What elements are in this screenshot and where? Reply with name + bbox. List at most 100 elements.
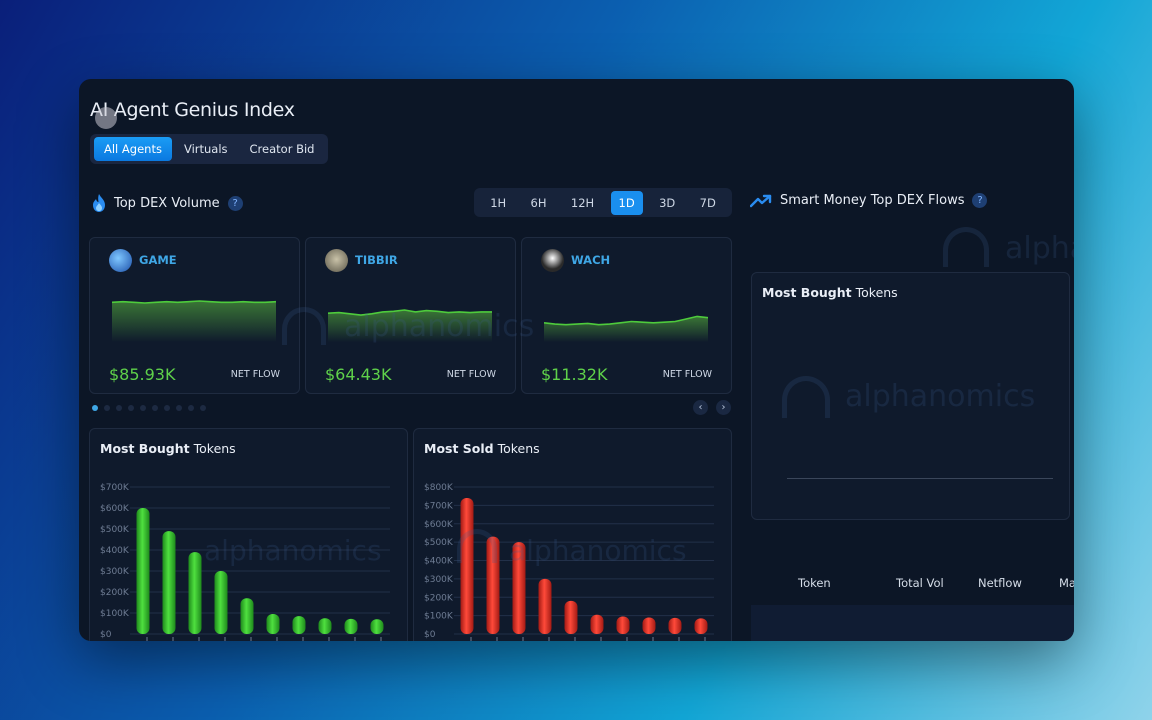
panel-title: Most Bought Tokens (100, 441, 236, 456)
bar (538, 578, 552, 634)
y-tick-label: $700K (424, 501, 454, 511)
app-window: AI Agent Genius Index All Agents Virtual… (79, 79, 1074, 641)
y-tick-label: $200K (100, 588, 130, 598)
agent-tabs: All Agents Virtuals Creator Bid (90, 134, 329, 164)
y-tick-label: $400K (424, 557, 454, 567)
netflow-value: $11.32K (541, 365, 608, 384)
carousel-dot[interactable] (104, 405, 110, 411)
panel-title-bold: Most Sold (424, 441, 494, 456)
carousel-dot[interactable] (128, 405, 134, 411)
token-name: TIBBIR (355, 253, 398, 267)
token-avatar (325, 249, 348, 272)
panel-title-bold: Most Bought (100, 441, 190, 456)
timeframe-7d[interactable]: 7D (699, 195, 716, 210)
sparkline-area (112, 301, 276, 342)
timeframe-3d[interactable]: 3D (659, 195, 676, 210)
smart-money-most-bought-panel: Most Bought Tokens alphanomics (751, 272, 1070, 520)
y-tick-label: $400K (100, 546, 130, 556)
help-icon[interactable]: ? (972, 193, 988, 208)
carousel-dot[interactable] (152, 405, 158, 411)
bar (564, 600, 578, 634)
most-sold-chart: $0 $100K $200K $300K $400K $500K $600K $700K $80… (424, 483, 714, 641)
carousel-dot[interactable] (140, 405, 146, 411)
netflow-sparkline (544, 315, 708, 342)
y-tick-label: $500K (100, 525, 130, 535)
y-tick-label: $300K (100, 567, 130, 577)
token-card[interactable]: TIBBIR $64.43K NET FLOW (305, 237, 516, 394)
y-tick-label: $100K (100, 609, 130, 619)
help-icon[interactable]: ? (227, 195, 243, 211)
y-tick-label: $0 (100, 630, 112, 640)
carousel-dot[interactable] (200, 405, 206, 411)
netflow-label: NET FLOW (662, 369, 712, 380)
bar (240, 598, 254, 634)
netflow-value: $85.93K (109, 365, 176, 384)
y-tick-label: $500K (424, 538, 454, 548)
token-card[interactable]: WACH $11.32K NET FLOW (521, 237, 732, 394)
token-avatar (541, 249, 564, 272)
column-ma[interactable]: Ma (1059, 576, 1074, 590)
most-sold-panel: Most Sold Tokens $0 $100K $200K $300K $400K $… (413, 428, 732, 641)
timeframe-1h[interactable]: 1H (490, 195, 507, 210)
bar (668, 617, 682, 634)
most-bought-chart: $0 $100K $200K $300K $400K $500K $600K $700K (100, 483, 390, 641)
bar (642, 617, 656, 634)
y-tick-label: $100K (424, 612, 454, 622)
timeframe-12h[interactable]: 12H (570, 195, 595, 210)
token-card[interactable]: GAME $85.93K NET FLOW (89, 237, 300, 394)
top-dex-volume-header: Top DEX Volume ? (92, 193, 243, 213)
section-title: Top DEX Volume (114, 195, 220, 211)
mouse-cursor (95, 107, 117, 129)
table-row[interactable] (751, 605, 1074, 641)
most-bought-panel: Most Bought Tokens $0 $100K $200K $300K $400… (89, 428, 408, 641)
carousel-dot[interactable] (116, 405, 122, 411)
tab-all-agents[interactable]: All Agents (94, 137, 172, 161)
carousel-dot[interactable] (92, 405, 98, 411)
y-tick-label: $300K (424, 575, 454, 585)
sparkline-line (112, 300, 276, 304)
panel-title-light: Tokens (189, 441, 236, 456)
carousel-dot[interactable] (176, 405, 182, 411)
netflow-sparkline (112, 300, 276, 342)
netflow-value: $64.43K (325, 365, 392, 384)
y-tick-label: $0 (424, 630, 436, 640)
table-header: Token Total Vol Netflow Ma (751, 576, 1074, 596)
sparkline-line (328, 309, 492, 316)
watermark-logo (943, 227, 989, 267)
flame-icon (93, 194, 105, 212)
tab-virtuals[interactable]: Virtuals (183, 142, 228, 156)
bar (188, 552, 202, 634)
bar (292, 616, 306, 634)
column-token[interactable]: Token (798, 576, 831, 590)
watermark-logo (282, 307, 326, 345)
netflow-label: NET FLOW (230, 369, 280, 380)
watermark-logo (457, 529, 497, 563)
bar (344, 618, 358, 634)
y-tick-label: $200K (424, 593, 454, 603)
carousel-dot[interactable] (164, 405, 170, 411)
netflow-label: NET FLOW (446, 369, 496, 380)
column-netflow[interactable]: Netflow (978, 576, 1022, 590)
bar (460, 498, 474, 634)
trend-up-icon (750, 194, 772, 207)
timeframe-6h[interactable]: 6H (530, 195, 547, 210)
column-total-vol[interactable]: Total Vol (896, 576, 944, 590)
timeframe-selector: 1H 6H 12H 1D 3D 7D (474, 188, 732, 217)
bar (512, 542, 526, 634)
y-tick-label: $700K (100, 483, 130, 493)
sparkline-area (328, 310, 492, 342)
watermark-text: alphanomics (1005, 231, 1074, 266)
bar (214, 571, 228, 634)
bar (694, 618, 708, 634)
y-tick-label: $600K (100, 504, 130, 514)
bar (136, 508, 150, 634)
watermark-logo (782, 376, 830, 418)
panel-title-bold: Most Bought (762, 285, 852, 300)
timeframe-1d[interactable]: 1D (610, 190, 643, 215)
carousel-next-button[interactable]: › (716, 400, 731, 415)
carousel-dot[interactable] (188, 405, 194, 411)
carousel-prev-button[interactable]: ‹ (693, 400, 708, 415)
tab-creator-bid[interactable]: Creator Bid (249, 142, 315, 156)
token-name: WACH (571, 253, 611, 267)
netflow-sparkline (328, 309, 492, 342)
